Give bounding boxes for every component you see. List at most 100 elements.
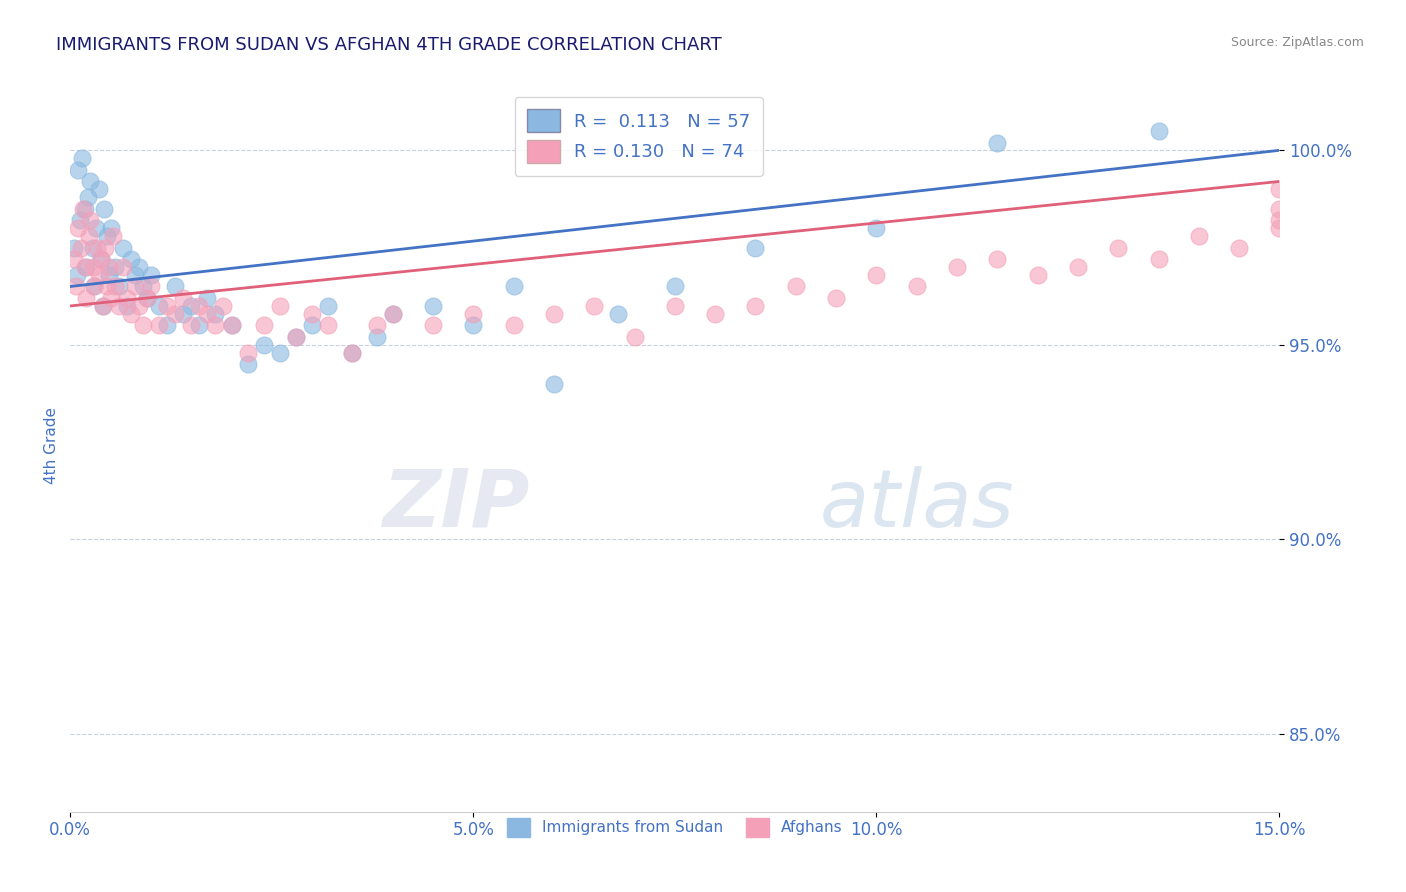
Point [744,299,766,313]
Point [623,330,645,344]
Point [69,241,91,255]
Point [128,299,150,313]
Point [188,318,211,333]
Point [236,345,259,359]
Point [704,307,727,321]
Point [84,221,107,235]
Point [664,299,686,313]
Point [96,228,118,243]
Point [75,291,97,305]
Text: IMMIGRANTS FROM SUDAN VS AFGHAN 4TH GRADE CORRELATION CHART: IMMIGRANTS FROM SUDAN VS AFGHAN 4TH GRAD… [56,36,723,54]
Point [204,318,226,333]
Point [90,252,112,267]
Point [381,307,404,321]
Point [148,318,170,333]
Point [104,279,127,293]
Point [83,279,105,293]
Point [165,279,187,293]
Point [463,307,485,321]
Text: ZIP: ZIP [382,466,530,543]
Point [583,299,606,313]
Y-axis label: 4th Grade: 4th Grade [44,408,59,484]
Point [73,260,96,274]
Point [785,279,807,293]
Point [132,279,155,293]
Point [1147,252,1170,267]
Text: atlas: atlas [820,466,1015,543]
Point [502,318,524,333]
Point [905,279,928,293]
Point [316,318,339,333]
Point [1107,241,1129,255]
Point [342,345,364,359]
Point [1026,268,1049,282]
Point [69,213,91,227]
Point [664,279,686,293]
Point [67,162,90,177]
Point [172,307,194,321]
Point [124,279,146,293]
Point [165,307,187,321]
Point [156,318,179,333]
Point [87,268,110,282]
Point [607,307,630,321]
Point [124,268,146,282]
Point [381,307,404,321]
Point [316,299,339,313]
Point [269,299,291,313]
Point [1188,228,1211,243]
Point [135,291,157,305]
Point [100,221,122,235]
Point [94,241,117,255]
Point [120,307,142,321]
Point [253,338,276,352]
Point [825,291,848,305]
Point [62,252,84,267]
Point [204,307,226,321]
Point [195,307,218,321]
Point [66,268,89,282]
Point [946,260,969,274]
Point [82,260,104,274]
Point [285,330,308,344]
Point [77,228,100,243]
Point [100,291,122,305]
Point [72,202,94,216]
Point [188,299,211,313]
Point [986,252,1008,267]
Point [63,241,86,255]
Point [301,318,323,333]
Point [1147,124,1170,138]
Point [342,345,364,359]
Point [111,241,134,255]
Point [744,241,766,255]
Point [79,174,101,188]
Point [285,330,308,344]
Point [463,318,485,333]
Point [156,299,179,313]
Point [212,299,235,313]
Legend: Immigrants from Sudan, Afghans: Immigrants from Sudan, Afghans [499,811,851,845]
Point [120,252,142,267]
Point [75,260,97,274]
Point [79,213,101,227]
Point [543,376,565,391]
Point [104,260,127,274]
Point [253,318,276,333]
Point [148,299,170,313]
Point [172,291,194,305]
Point [865,268,887,282]
Text: Source: ZipAtlas.com: Source: ZipAtlas.com [1230,36,1364,49]
Point [82,241,104,255]
Point [72,151,94,165]
Point [77,190,100,204]
Point [91,299,114,313]
Point [422,318,444,333]
Point [502,279,524,293]
Point [101,228,124,243]
Point [111,260,134,274]
Point [135,291,157,305]
Point [139,268,162,282]
Point [115,291,138,305]
Point [180,299,202,313]
